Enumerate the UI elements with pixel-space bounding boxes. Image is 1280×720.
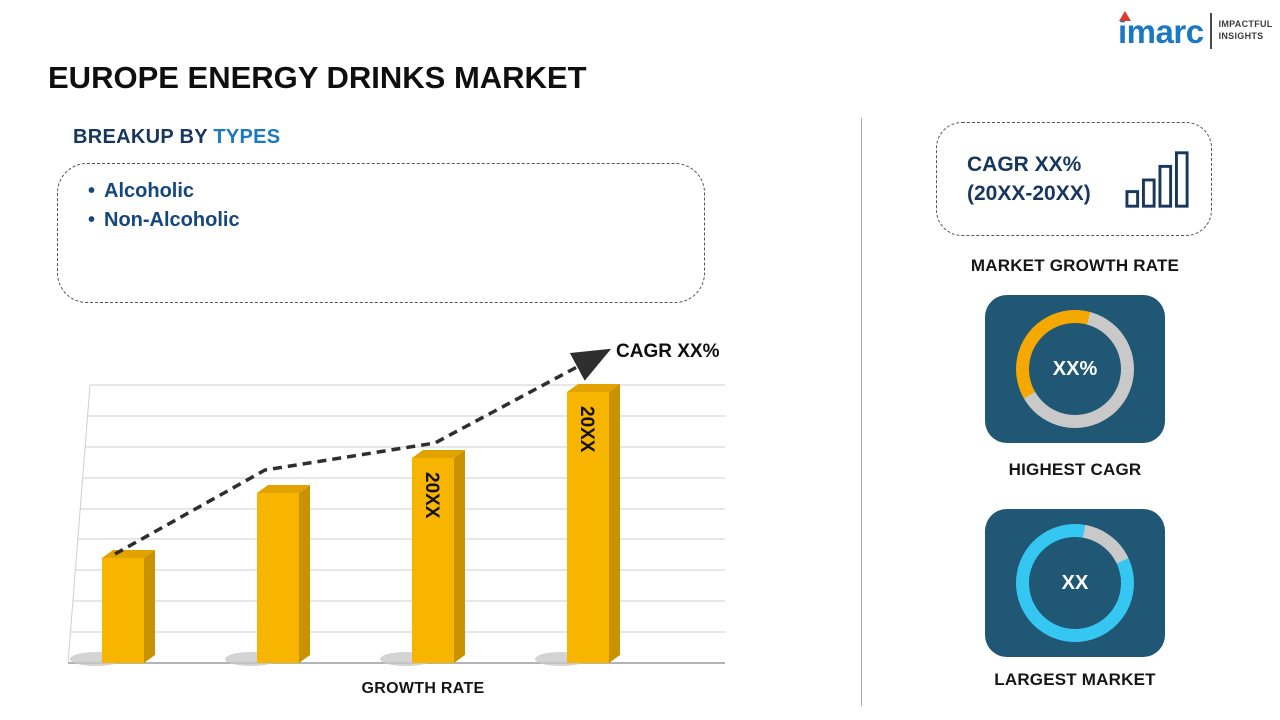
imarc-logo-wordmark: imarc (1118, 10, 1204, 50)
types-list-box: • Alcoholic • Non-Alcoholic (57, 163, 705, 303)
chart-bars: 20XX 20XX (70, 348, 620, 666)
list-item: • Alcoholic (88, 180, 704, 203)
cagr-trend-annotation: CAGR XX% (616, 341, 720, 362)
highest-cagr-label: HIGHEST CAGR (1008, 460, 1142, 479)
logo-tagline-line1: IMPACTFUL (1218, 19, 1273, 30)
logo-triangle-icon (1119, 10, 1131, 21)
logo-tagline-line2: INSIGHTS (1218, 31, 1264, 41)
cagr-line2: (20XX-20XX) (967, 182, 1091, 205)
bar-chart-icon (1125, 151, 1189, 208)
logo-divider (1209, 13, 1212, 49)
breakup-heading-prefix: BREAKUP BY (73, 126, 208, 148)
growth-rate-bar-chart-svg: 20XX 20XX (67, 348, 725, 666)
market-growth-rate-label: MARKET GROWTH RATE (970, 256, 1180, 275)
cagr-summary-box: CAGR XX% (20XX-20XX) (936, 122, 1212, 236)
types-list: • Alcoholic • Non-Alcoholic (58, 164, 704, 232)
highest-cagr-value: XX% (1052, 357, 1098, 380)
list-item: • Non-Alcoholic (88, 209, 704, 232)
logo-tagline: IMPACTFUL INSIGHTS (1219, 19, 1273, 42)
list-item-label: Alcoholic (104, 180, 195, 202)
breakup-heading-highlight: TYPES (213, 126, 281, 148)
chart-gridlines (67, 384, 725, 664)
largest-market-value: XX (1061, 571, 1089, 594)
largest-market-label: LARGEST MARKET (994, 670, 1156, 689)
imarc-logo: imarc IMPACTFUL INSIGHTS (1118, 10, 1273, 50)
vertical-divider (861, 118, 862, 706)
logo-brand-text: imarc (1118, 12, 1204, 50)
highest-cagr-donut-chart: XX% (1016, 310, 1134, 428)
list-item-label: Non-Alcoholic (104, 209, 240, 231)
bullet-icon: • (88, 180, 96, 202)
growth-rate-chart: 20XX 20XX (40, 335, 740, 670)
svg-text:20XX: 20XX (421, 472, 442, 519)
highest-cagr-card: XX% (985, 295, 1165, 443)
svg-text:20XX: 20XX (576, 406, 597, 453)
bullet-icon: • (88, 209, 96, 231)
donut-center: XX% (1029, 323, 1121, 415)
largest-market-card: XX (985, 509, 1165, 657)
cagr-line1: CAGR XX% (967, 152, 1082, 176)
largest-market-donut-chart: XX (1016, 524, 1134, 642)
cagr-summary-text: CAGR XX% (20XX-20XX) (967, 150, 1091, 209)
page-title: EUROPE ENERGY DRINKS MARKET (48, 60, 587, 95)
x-axis-label: GROWTH RATE (361, 680, 485, 697)
donut-center: XX (1029, 537, 1121, 629)
breakup-heading: BREAKUP BY TYPES (73, 126, 280, 149)
